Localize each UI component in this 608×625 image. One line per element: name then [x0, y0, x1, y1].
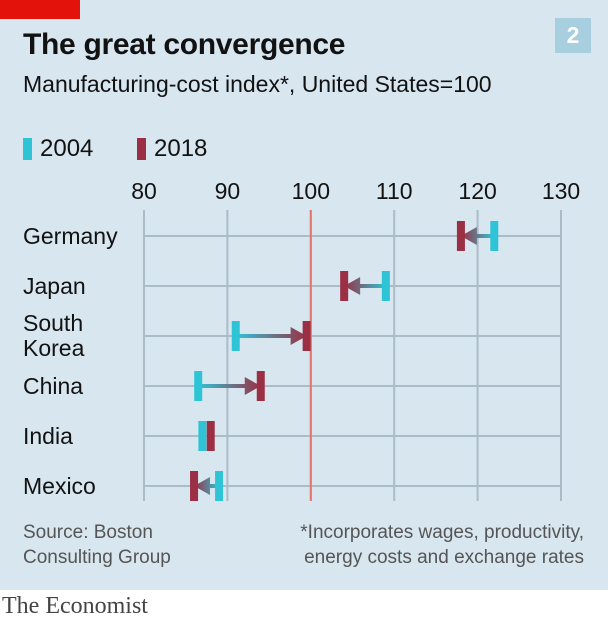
category-label: India	[23, 423, 73, 449]
source-line-1: Source: Boston	[23, 522, 153, 543]
category-label-line: India	[23, 423, 73, 449]
legend-item-2004: 2004	[23, 135, 93, 163]
chart-number-badge: 2	[555, 18, 591, 53]
category-label-line: Korea	[23, 335, 85, 361]
chart-plot: 80 90 100 110 120 130 Germany Japan South Korea Ch…	[23, 178, 580, 501]
change-arrow-head	[290, 327, 307, 345]
legend-swatch-2004	[23, 138, 32, 160]
footnote-line-2: energy costs and exchange rates	[304, 547, 584, 568]
category-label-line: Mexico	[23, 473, 96, 499]
brand-logo-text: The Economist	[2, 593, 148, 619]
marker-2004	[198, 421, 207, 451]
change-arrow-head	[460, 227, 477, 245]
marker-2018	[456, 221, 465, 251]
marker-2004	[194, 371, 203, 401]
source-line-2: Consulting Group	[23, 547, 171, 568]
x-tick-label-80: 80	[131, 178, 157, 204]
footnote: *Incorporates wages, productivity, energ…	[300, 520, 584, 570]
chart-subtitle: Manufacturing-cost index*, United States…	[23, 71, 492, 97]
source-note: Source: Boston Consulting Group	[23, 520, 171, 570]
category-label: Mexico	[23, 473, 96, 499]
legend-item-2018: 2018	[137, 135, 207, 163]
legend-label-2004: 2004	[40, 135, 94, 162]
marker-2018	[190, 471, 199, 501]
chart-panel	[0, 0, 608, 590]
marker-2004	[215, 471, 224, 501]
x-tick-label-120: 120	[458, 178, 496, 204]
legend-label-2018: 2018	[154, 135, 208, 162]
category-label: South Korea	[23, 310, 85, 361]
marker-2004	[231, 321, 240, 351]
marker-2018	[256, 371, 265, 401]
change-arrow-head	[194, 477, 211, 495]
x-tick-label-100: 100	[292, 178, 330, 204]
marker-2018	[340, 271, 349, 301]
change-arrow-head	[244, 377, 261, 395]
footnote-line-1: *Incorporates wages, productivity,	[300, 522, 584, 543]
marker-2004	[490, 221, 499, 251]
category-label-line: Japan	[23, 273, 86, 299]
marker-2018	[206, 421, 215, 451]
category-label: Japan	[23, 273, 86, 299]
category-label-line: South	[23, 310, 83, 336]
category-label-line: China	[23, 373, 83, 399]
change-arrow-head	[344, 277, 361, 295]
chart-title: The great convergence	[23, 28, 346, 61]
category-label: Germany	[23, 223, 118, 249]
category-label: China	[23, 373, 83, 399]
x-tick-label-90: 90	[215, 178, 241, 204]
x-tick-label-130: 130	[542, 178, 580, 204]
category-label-line: Germany	[23, 223, 118, 249]
x-tick-label-110: 110	[376, 178, 413, 204]
marker-2004	[381, 271, 390, 301]
brand-red-tag	[0, 0, 80, 19]
legend-swatch-2018	[137, 138, 146, 160]
marker-2018	[302, 321, 311, 351]
